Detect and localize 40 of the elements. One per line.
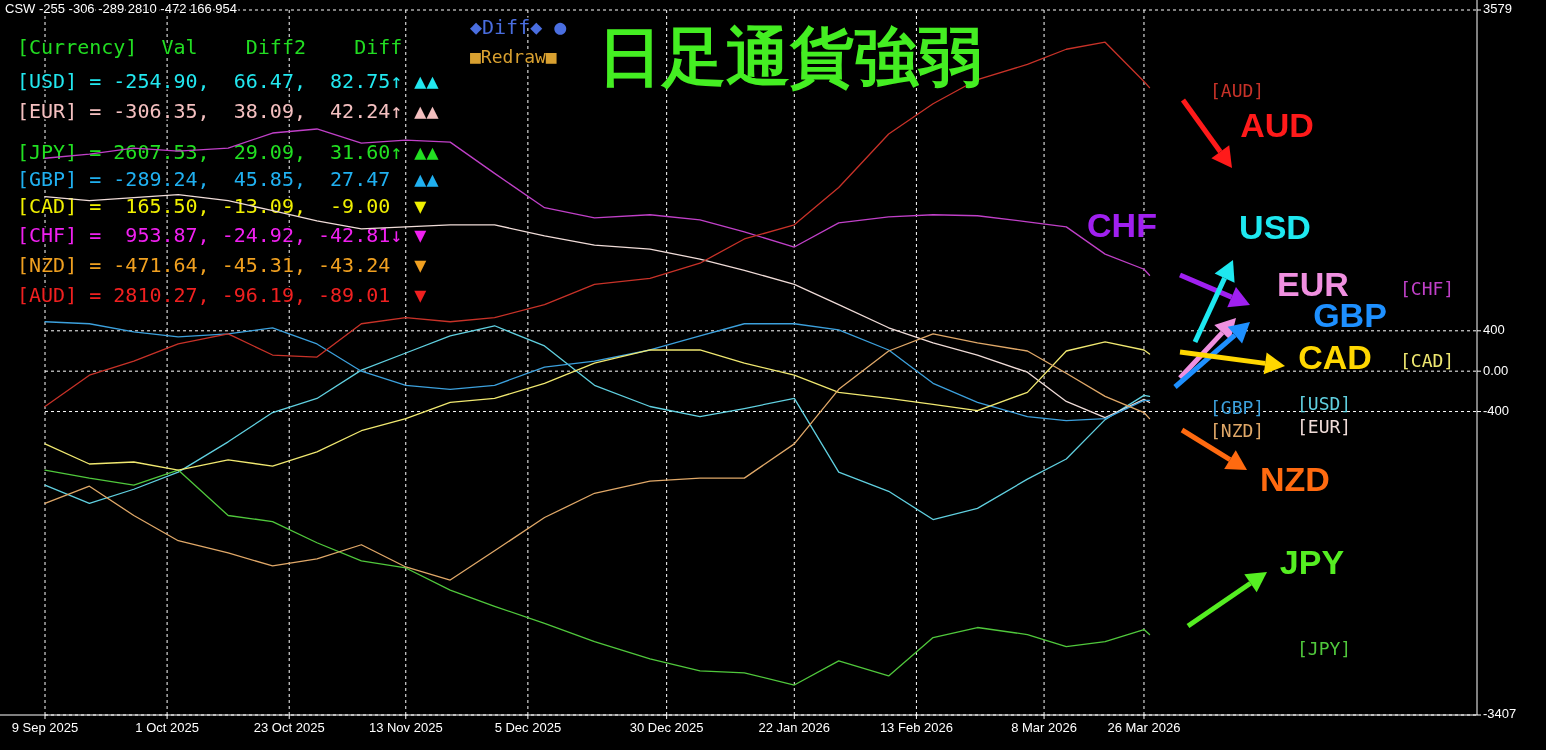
text: [CHF] [1400,278,1455,299]
x-tick-label: 13 Feb 2026 [879,720,953,736]
annotation: CAD [1298,337,1372,376]
annotation: [CHF] = 953.87, -24.92, -42.81↓ ▼ [17,222,427,247]
annotation: [AUD] = 2810.27, -96.19, -89.01 ▼ [17,282,427,307]
text: [EUR] [1297,416,1352,437]
text: [NZD] [1210,420,1265,441]
y-tick-label: 3579 [1483,1,1512,17]
x-tick-label: 8 Mar 2026 [1011,720,1077,736]
x-tick-label: 23 Oct 2025 [253,720,325,736]
annotation: CSW -255 -306 -289 2810 -472 166 954 [5,1,237,17]
text: [GBP] [1210,397,1265,418]
annotation: AUD [1240,105,1314,144]
x-tick-label: 30 Dec 2025 [629,720,704,736]
annotation: [NZD] = -471.64, -45.31, -43.24 ▼ [17,252,427,277]
text: [JPY] [1297,638,1352,659]
y-tick-label: 0.00 [1483,362,1509,378]
annotation: [EUR] = -306.35, 38.09, 42.24↑ ▲▲ [17,98,439,123]
y-tick-label: -3407 [1483,706,1517,722]
annotation: ■Redraw■ [470,46,557,67]
annotation: [USD] = -254.90, 66.47, 82.75↑ ▲▲ [17,68,439,93]
text: [AUD] [1210,80,1265,101]
y-tick-label: -400 [1483,402,1510,418]
annotation: USD [1239,207,1311,246]
annotation: JPY [1279,542,1345,581]
chart-title: 日足通貨強弱 [598,20,982,93]
x-tick-label: 1 Oct 2025 [135,720,199,736]
text: [CAD] [1400,350,1455,371]
x-tick-label: 9 Sep 2025 [11,720,79,736]
annotation: NZD [1260,459,1330,498]
x-tick-label: 22 Jan 2026 [758,720,831,736]
x-tick-label: 26 Mar 2026 [1107,720,1181,736]
annotation: [GBP] = -289.24, 45.85, 27.47 ▲▲ [17,166,439,191]
text: [USD] [1297,393,1352,414]
x-tick-label: 5 Dec 2025 [494,720,562,736]
annotation: [Currency] Val Diff2 Diff [17,34,403,59]
annotation: CHF [1087,205,1157,244]
x-tick-label: 13 Nov 2025 [368,720,443,736]
annotation: ◆Diff◆ ● [470,14,567,39]
y-tick-label: 400 [1483,322,1505,338]
